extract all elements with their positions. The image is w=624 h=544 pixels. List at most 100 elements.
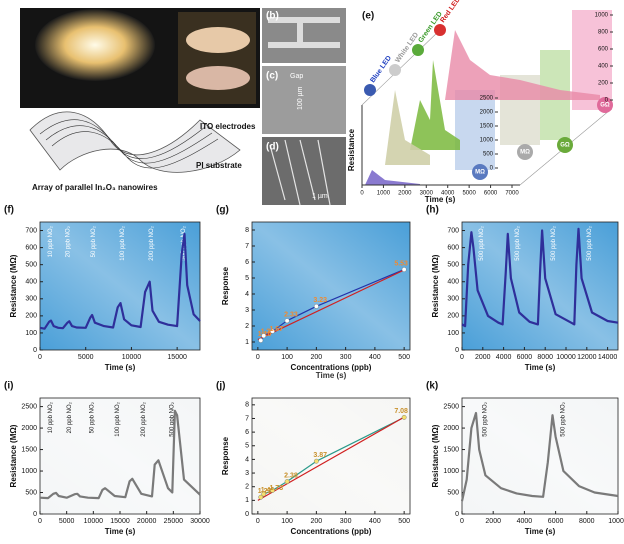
x-tick-label: 4000	[496, 354, 512, 361]
y-axis-title: Response	[221, 266, 230, 305]
y-tick-label: 1	[245, 497, 249, 504]
annotation: 500 ppb NO₂	[515, 225, 521, 260]
unit-badge	[517, 144, 533, 160]
y-tick-label: 2500	[21, 403, 37, 410]
y-tick-label: 2500	[443, 403, 459, 410]
point	[258, 337, 264, 343]
curve	[410, 60, 460, 150]
led-label: Red LED	[439, 0, 461, 24]
point	[401, 267, 407, 272]
sheen	[252, 222, 410, 350]
led	[389, 64, 401, 76]
y-tick-label: 100	[447, 330, 459, 337]
y-tick-label: 500	[25, 262, 37, 269]
x-tick-label: 15000	[110, 518, 130, 525]
y-axis-title: Resistance (MΩ)	[9, 254, 18, 317]
tick-label: 0	[605, 98, 609, 104]
annotation: 500 ppb NO₂	[587, 225, 593, 260]
unit-label: GΩ	[560, 143, 570, 149]
y-tick-label: 6	[245, 429, 249, 436]
value-label: 7.08	[394, 408, 408, 415]
x-tick-label: 6000	[548, 518, 564, 525]
x-tick-label: 25000	[164, 518, 184, 525]
x-axis-title: Time (s)	[525, 527, 556, 536]
y-tick-label: 7	[245, 415, 249, 422]
y-axis-title: Response	[221, 436, 230, 475]
plane	[455, 90, 495, 170]
tick-label: 2000	[398, 191, 412, 197]
point	[313, 458, 319, 464]
tick-label: 1000	[377, 191, 391, 197]
y-tick-label: 2	[245, 323, 249, 330]
x-axis-title: Concentrations (ppb)	[291, 363, 372, 372]
unit-badge	[597, 97, 613, 113]
annotation: 500 ppb NO₂	[170, 401, 176, 436]
annotation: 500 ppb NO₂	[551, 225, 557, 260]
tick-label: 2500	[480, 96, 494, 102]
curve	[445, 30, 600, 100]
y-tick-label: 4	[245, 291, 249, 298]
plot-frame	[251, 397, 411, 515]
annotation: Time (s)	[316, 371, 347, 380]
y-tick-label: 0	[33, 347, 37, 354]
y-tick-label: 7	[245, 243, 249, 250]
plot-frame	[461, 221, 619, 351]
y-tick-label: 5	[245, 275, 249, 282]
y-tick-label: 700	[447, 227, 459, 234]
y-tick-label: 3	[245, 470, 249, 477]
y-tick-label: 2000	[443, 425, 459, 432]
value-label: 1.67	[269, 326, 283, 333]
annotation: 200 ppb NO₂	[141, 401, 147, 436]
panel-label: (c)	[266, 71, 278, 82]
point	[270, 487, 275, 493]
panel-label: (j)	[216, 381, 225, 392]
tick-label: 400	[598, 64, 609, 70]
y-tick-label: 1	[245, 339, 249, 346]
y-tick-label: 300	[447, 296, 459, 303]
x-axis-title: Time (s)	[525, 363, 556, 372]
plot-frame	[251, 221, 411, 351]
x-tick-label: 4000	[517, 518, 533, 525]
sem-image	[262, 137, 346, 205]
tick-label: 7000	[505, 191, 519, 197]
substrate	[29, 111, 241, 173]
x-tick-label: 100	[281, 518, 293, 525]
electrode-pattern	[268, 17, 340, 48]
panel-label: (f)	[4, 205, 14, 216]
y-tick-label: 100	[25, 330, 37, 337]
annotation: 500 ppb NO₂	[479, 225, 485, 260]
x-tick-label: 20000	[137, 518, 157, 525]
scale-label: 100 µm	[297, 86, 304, 110]
y-tick-label: 200	[25, 313, 37, 320]
y-tick-label: 400	[25, 279, 37, 286]
unit-label: MΩ	[520, 150, 530, 156]
y-tick-label: 1500	[443, 446, 459, 453]
unit-label: GΩ	[600, 103, 610, 109]
label: PI substrate	[196, 161, 242, 170]
panel-label: (i)	[4, 381, 13, 392]
annotation: 50 ppb NO₂	[90, 401, 96, 433]
y-tick-label: 1500	[21, 446, 37, 453]
tick-label: 2000	[480, 110, 494, 116]
plot-frame	[461, 397, 619, 515]
x-tick-label: 6000	[517, 354, 533, 361]
tick-label: 0	[490, 166, 494, 172]
tick-label: 3000	[420, 191, 434, 197]
sheen	[462, 398, 618, 514]
x-tick-label: 400	[369, 354, 381, 361]
tick-label: 0	[360, 191, 364, 197]
y-tick-label: 3	[245, 307, 249, 314]
annotation: 500 ppb NO₂	[560, 401, 566, 436]
y-tick-label: 8	[245, 402, 249, 409]
sheen	[252, 398, 410, 514]
annotation: 500 ppb NO₂	[482, 401, 488, 436]
x-tick-label: 14000	[598, 354, 618, 361]
axis-title: Time (s)	[425, 195, 456, 204]
y-tick-label: 300	[25, 296, 37, 303]
series-line	[39, 409, 201, 500]
x-axis-title: Time (s)	[105, 363, 136, 372]
panel-label: (h)	[426, 205, 439, 216]
annotation: 20 ppb NO₂	[67, 401, 73, 433]
